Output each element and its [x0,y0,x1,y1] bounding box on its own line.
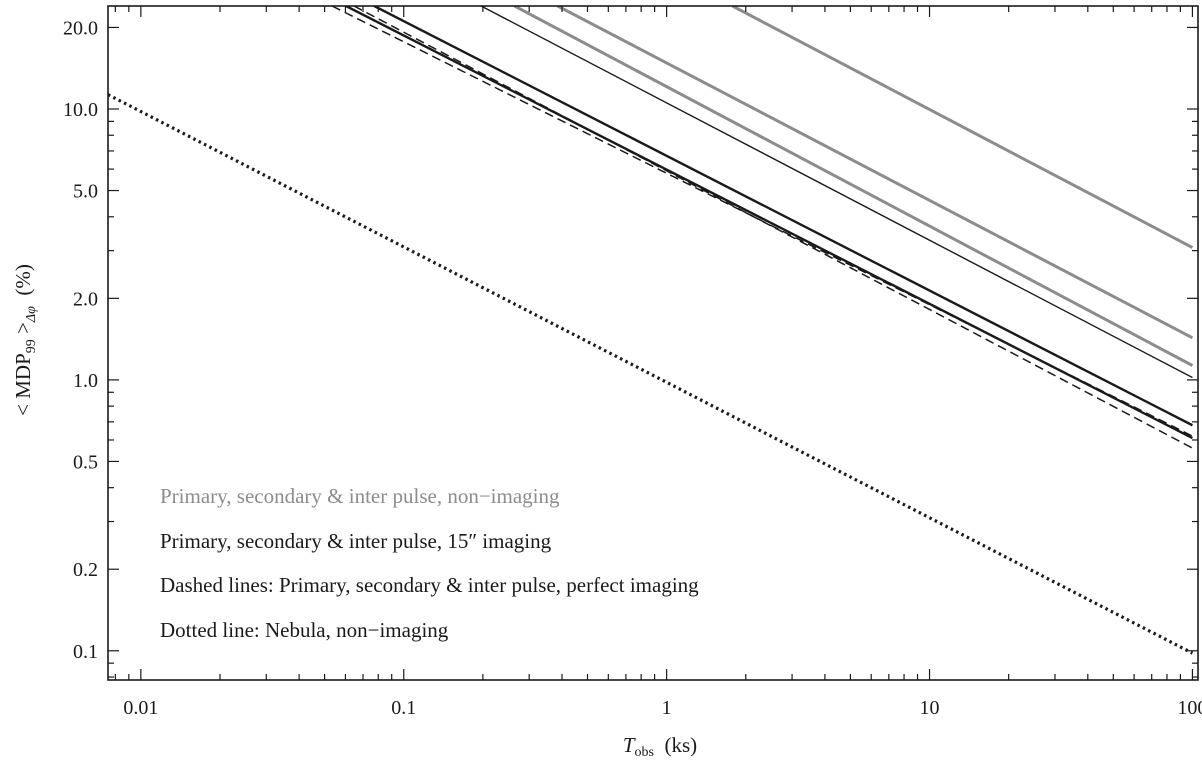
plot-frame [107,5,1199,681]
annotation-perfect-imaging: Dashed lines: Primary, secondary & inter… [160,573,699,597]
annotation-non-imaging: Primary, secondary & inter pulse, non−im… [160,484,560,508]
series-line-6 [480,6,1193,379]
y-axis-title-unit: (%) [11,264,35,306]
x-tick-label: 0.01 [123,697,158,719]
y-axis-title-subscript-dphi: Δφ [24,306,39,323]
legend-annotations: Primary, secondary & inter pulse, non−im… [160,484,699,642]
series-line-2 [353,6,1193,449]
x-axis-title: Tobs (ks) [623,733,697,760]
annotation-nebula: Dotted line: Nebula, non−imaging [160,618,449,642]
x-tick-label: 1 [662,697,672,719]
y-axis-title-mid: > [11,322,35,339]
x-axis-title-subscript: obs [635,745,654,760]
series-line-9 [731,6,1194,249]
y-tick-label: 5.0 [73,181,98,203]
x-tick-label: 10 [920,697,940,719]
y-tick-label: 0.2 [73,559,98,581]
y-tick-label: 0.1 [73,641,98,663]
x-tick-labels: 0.01 0.1 1 10 100 [123,697,1202,719]
series-line-1 [108,93,1194,655]
y-tick-label: 2.0 [73,288,98,310]
series-line-7 [513,6,1194,367]
y-tick-label: 20.0 [63,17,98,39]
y-tick-label: 0.5 [73,451,98,473]
y-axis-title-subscript-99: 99 [24,339,39,353]
x-tick-label: 0.1 [391,697,416,719]
x-axis-title-symbol: T [623,733,636,757]
x-axis-title-unit: (ks) [654,733,697,757]
series-line-4 [345,6,1193,440]
y-tick-labels: 0.1 0.2 0.5 1.0 2.0 5.0 10.0 20.0 [63,17,98,662]
x-tick-label: 100 [1177,697,1202,719]
y-axis-title-prefix: < MDP [11,353,35,416]
y-axis-title: < MDP99 >Δφ (%) [11,264,39,416]
series-line-5 [373,6,1193,427]
series-line-8 [556,6,1194,340]
tick-marks [108,6,1198,680]
annotation-15arcsec-imaging: Primary, secondary & inter pulse, 15″ im… [160,529,552,553]
series-layer [108,6,1194,655]
y-tick-label: 1.0 [73,370,98,392]
y-tick-label: 10.0 [63,99,98,121]
